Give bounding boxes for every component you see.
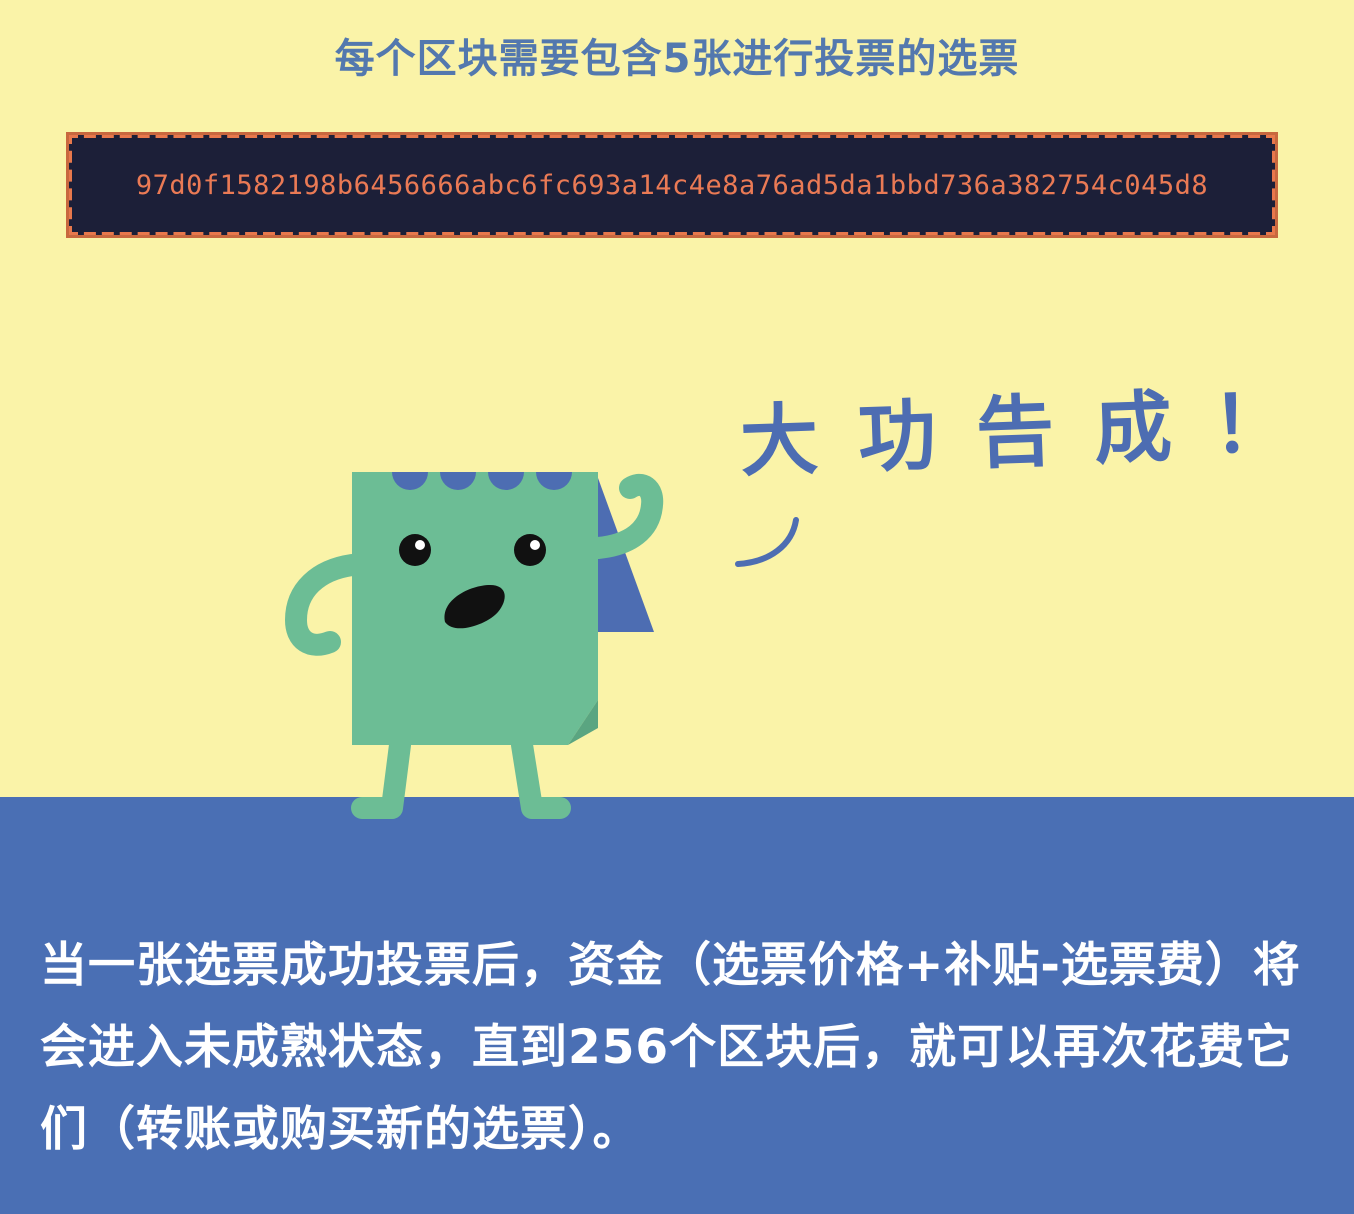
mascot-scallops xyxy=(392,472,572,490)
mascot-right-leg xyxy=(511,734,571,819)
speech-text: 大功告成！ xyxy=(738,377,1332,488)
mascot-fold xyxy=(568,700,598,745)
bottom-panel xyxy=(0,797,1354,1214)
mascot-right-arm xyxy=(587,473,664,559)
hash-box: 97d0f1582198b6456666abc6fc693a14c4e8a76a… xyxy=(66,132,1278,238)
flag-icon xyxy=(598,478,654,632)
mascot-mouth xyxy=(444,585,505,629)
mascot-left-leg xyxy=(351,734,411,819)
mascot-right-eye xyxy=(514,534,546,566)
speech-tail xyxy=(735,517,799,567)
hash-value: 97d0f1582198b6456666abc6fc693a14c4e8a76a… xyxy=(135,169,1209,201)
mascot-left-eye xyxy=(399,534,431,566)
mascot-left-arm xyxy=(284,554,363,656)
description-text: 当一张选票成功投票后，资金（选票价格+补贴-选票费）将会进入未成熟状态，直到25… xyxy=(40,938,1301,1157)
page-title: 每个区块需要包含5张进行投票的选票 xyxy=(334,36,1020,82)
